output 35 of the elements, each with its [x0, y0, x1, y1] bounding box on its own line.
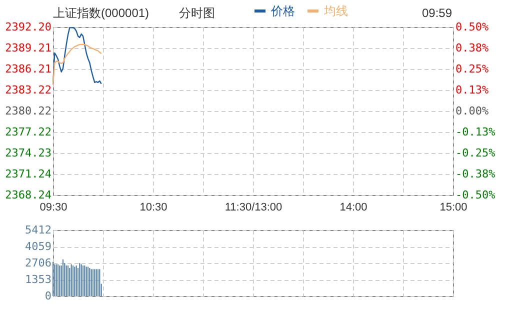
- chart-title: 上证指数(000001): [53, 6, 150, 20]
- y-tick-label: 5412: [25, 224, 52, 236]
- line-series: [52, 27, 102, 86]
- y-tick-label: 2371.24: [5, 167, 52, 180]
- legend-label: 均线: [323, 4, 348, 18]
- y-tick-label: 0: [44, 290, 52, 302]
- x-tick-label: 11:30/13:00: [224, 202, 282, 214]
- y-tick-label: 2386.21: [5, 62, 52, 76]
- line-series: [52, 44, 102, 86]
- y2-tick-label: -0.13%: [456, 126, 496, 138]
- legend-label: 价格: [270, 4, 295, 18]
- y2-tick-label: -0.50%: [456, 188, 496, 202]
- y2-tick-label: 0.38%: [456, 42, 489, 54]
- y2-tick-label: -0.38%: [456, 168, 496, 180]
- y-tick-label: 2374.23: [5, 146, 52, 160]
- y-tick-label: 2380.22: [5, 104, 52, 118]
- y2-tick-label: 0.25%: [456, 62, 489, 76]
- text: 分时图: [179, 6, 215, 20]
- y-tick-label: 2383.22: [5, 83, 52, 96]
- y-tick-label: 2706: [25, 256, 52, 270]
- y-tick-label: 2377.22: [5, 126, 52, 139]
- y2-tick-label: 0.50%: [456, 20, 489, 34]
- text: 09:59: [422, 6, 452, 20]
- y-tick-label: 4059: [25, 240, 52, 253]
- y2-tick-label: -0.25%: [456, 146, 496, 160]
- y-tick-label: 1353: [25, 273, 52, 286]
- y2-tick-label: 0.00%: [456, 104, 489, 118]
- x-tick-label: 15:00: [440, 202, 468, 214]
- x-tick-label: 10:30: [140, 202, 168, 214]
- x-tick-label: 14:00: [340, 202, 368, 214]
- y-tick-label: 2392.20: [5, 20, 52, 34]
- y-tick-label: 2368.24: [5, 188, 52, 202]
- y-tick-label: 2389.21: [5, 41, 52, 54]
- y2-tick-label: 0.13%: [456, 84, 489, 96]
- x-tick-label: 09:30: [40, 202, 68, 214]
